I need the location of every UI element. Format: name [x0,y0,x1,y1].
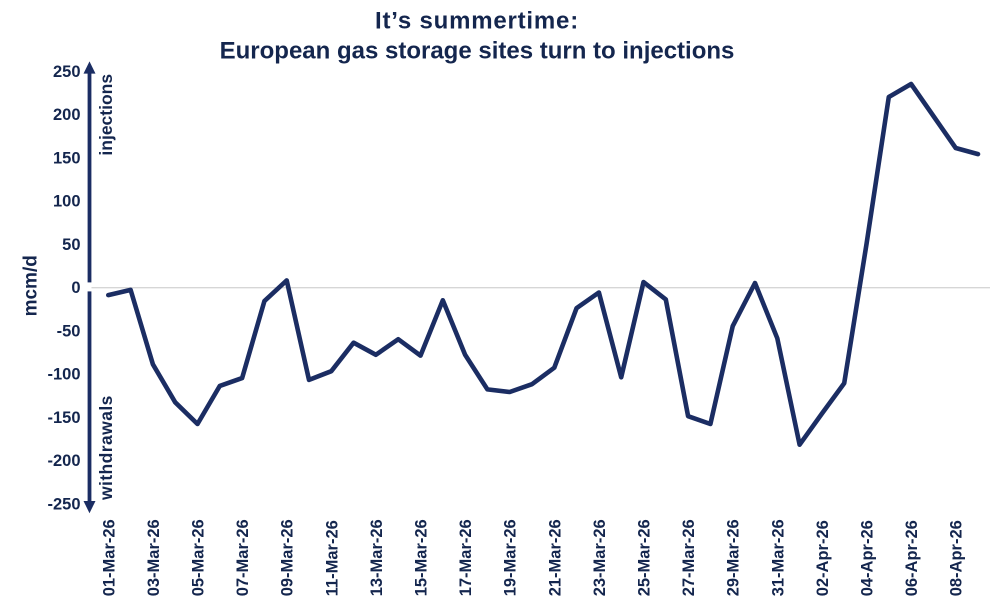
svg-text:-200: -200 [47,452,80,470]
svg-text:04-Apr-26: 04-Apr-26 [859,520,877,596]
svg-text:19-Mar-26: 19-Mar-26 [502,519,520,596]
svg-text:09-Mar-26: 09-Mar-26 [279,519,297,596]
svg-text:50: 50 [62,236,80,254]
svg-text:150: 150 [53,149,81,167]
svg-text:It’s summertime:: It’s summertime: [375,8,579,35]
svg-text:23-Mar-26: 23-Mar-26 [591,519,609,596]
svg-text:-50: -50 [57,322,81,340]
svg-text:17-Mar-26: 17-Mar-26 [457,519,475,596]
svg-text:injections: injections [96,74,116,156]
svg-text:01-Mar-26: 01-Mar-26 [100,519,118,596]
svg-text:31-Mar-26: 31-Mar-26 [769,519,787,596]
svg-text:02-Apr-26: 02-Apr-26 [814,520,832,596]
svg-text:25-Mar-26: 25-Mar-26 [636,519,654,596]
svg-text:21-Mar-26: 21-Mar-26 [546,519,564,596]
svg-text:250: 250 [53,63,81,81]
svg-text:05-Mar-26: 05-Mar-26 [190,519,208,596]
svg-text:08-Apr-26: 08-Apr-26 [948,520,966,596]
svg-text:15-Mar-26: 15-Mar-26 [413,519,431,596]
svg-text:-100: -100 [47,366,80,384]
svg-text:29-Mar-26: 29-Mar-26 [725,519,743,596]
svg-text:13-Mar-26: 13-Mar-26 [368,519,386,596]
svg-text:withdrawals: withdrawals [96,395,116,501]
svg-text:European gas storage sites tur: European gas storage sites turn to injec… [220,37,735,64]
svg-text:0: 0 [71,279,80,297]
svg-text:100: 100 [53,193,81,211]
svg-text:27-Mar-26: 27-Mar-26 [680,519,698,596]
svg-text:03-Mar-26: 03-Mar-26 [145,519,163,596]
svg-text:11-Mar-26: 11-Mar-26 [323,520,341,596]
svg-text:mcm/d: mcm/d [21,255,42,316]
svg-text:06-Apr-26: 06-Apr-26 [903,520,921,596]
svg-text:200: 200 [53,106,81,124]
svg-text:-150: -150 [47,409,80,427]
svg-text:-250: -250 [47,495,80,513]
svg-text:07-Mar-26: 07-Mar-26 [234,519,252,596]
